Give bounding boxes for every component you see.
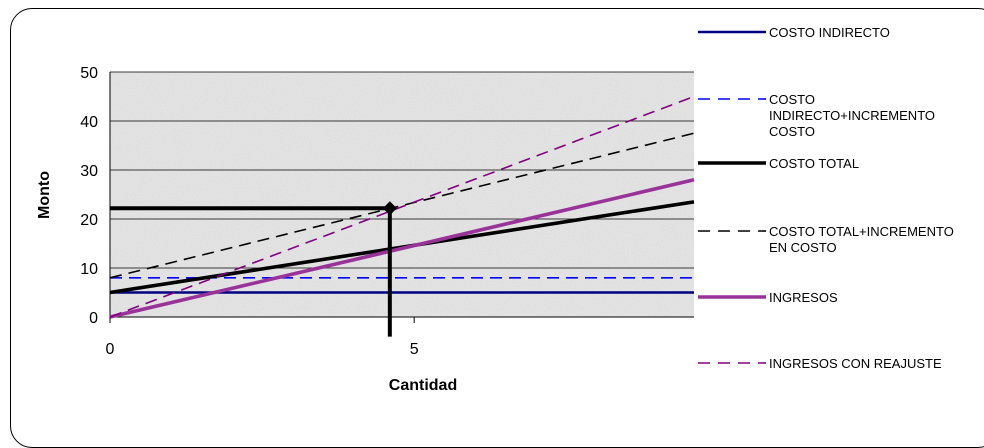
y-tick-label-3: 30: [80, 163, 98, 180]
y-tick-label-5: 50: [80, 65, 98, 82]
gridlines: [109, 71, 694, 323]
y-tick-label-0: 0: [89, 310, 98, 327]
y-tick-label-4: 40: [80, 114, 98, 131]
y-tick-label-2: 20: [80, 212, 98, 229]
legend-label-4: INGRESOS: [769, 290, 838, 305]
y-axis-title: Monto: [36, 171, 53, 219]
x-tick-label-1: 5: [410, 341, 419, 358]
legend-label-3: COSTO TOTAL+INCREMENTO EN COSTO: [769, 224, 954, 255]
legend-label-1: COSTO INDIRECTO+INCREMENTO COSTO: [769, 92, 935, 139]
y-tick-label-1: 10: [80, 261, 98, 278]
series-line-3: [109, 132, 695, 279]
x-axis-title: Cantidad: [389, 377, 457, 394]
x-tick-label-0: 0: [106, 341, 115, 358]
series-line-4: [109, 178, 695, 319]
legend-label-0: COSTO INDIRECTO: [769, 25, 890, 40]
legend-label-5: INGRESOS CON REAJUSTE: [769, 356, 942, 371]
y-tick-labels: 0 10 20 30 40 50: [80, 65, 98, 327]
series-line-5: [109, 95, 695, 318]
series-lines: [109, 95, 695, 319]
annotations: [110, 201, 397, 337]
legend-label-2: COSTO TOTAL: [769, 156, 859, 171]
legend: COSTO INDIRECTO COSTO INDIRECTO+INCREMENTO…: [698, 25, 954, 371]
